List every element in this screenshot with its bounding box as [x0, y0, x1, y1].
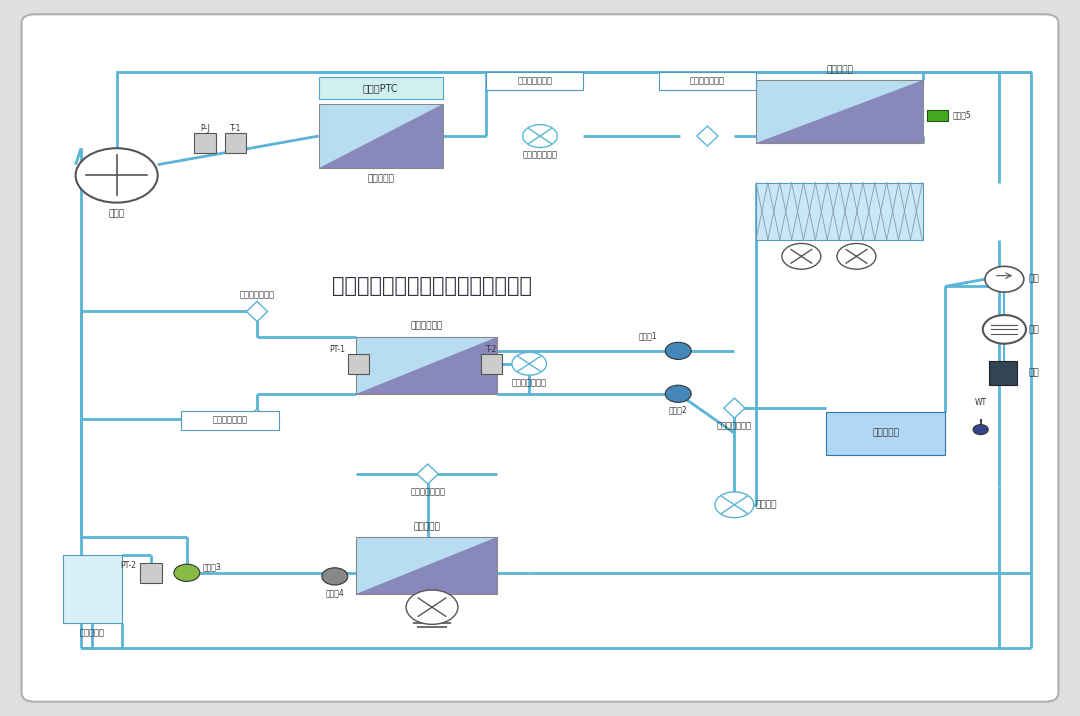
Polygon shape — [697, 126, 718, 146]
Bar — [756, 183, 923, 240]
Text: 车内蒸发器: 车内蒸发器 — [414, 522, 440, 531]
Circle shape — [174, 564, 200, 581]
Text: T-1: T-1 — [230, 124, 241, 133]
Polygon shape — [246, 409, 268, 429]
Text: 空调采暖电磁阀: 空调采暖电磁阀 — [410, 487, 445, 496]
Circle shape — [782, 243, 821, 269]
Circle shape — [715, 492, 754, 518]
Text: 电池加热电磁阀: 电池加热电磁阀 — [240, 290, 274, 299]
Circle shape — [523, 125, 557, 147]
Circle shape — [512, 352, 546, 375]
Text: 电机: 电机 — [1028, 325, 1039, 334]
Bar — [826, 412, 945, 455]
Circle shape — [76, 148, 158, 203]
Bar — [348, 354, 369, 374]
Text: 电控: 电控 — [1028, 369, 1039, 377]
Bar — [659, 72, 756, 90]
Text: 车外换热器: 车外换热器 — [826, 65, 853, 74]
Polygon shape — [356, 537, 497, 594]
Polygon shape — [724, 398, 745, 418]
Text: 空气换热电磁阀: 空气换热电磁阀 — [690, 77, 725, 85]
Bar — [756, 80, 923, 143]
Text: 电池电子膨胀阀: 电池电子膨胀阀 — [512, 378, 546, 387]
Text: 电池包换热器: 电池包换热器 — [410, 321, 443, 331]
Circle shape — [985, 266, 1024, 292]
Circle shape — [983, 315, 1026, 344]
Bar — [486, 72, 583, 90]
Text: PT-2: PT-2 — [120, 561, 136, 570]
Circle shape — [665, 385, 691, 402]
Text: 单向阀2: 单向阀2 — [669, 405, 688, 415]
Text: 气液分离器: 气液分离器 — [79, 629, 105, 638]
Text: 空调制冷电磁阀: 空调制冷电磁阀 — [517, 77, 552, 85]
Circle shape — [973, 425, 988, 435]
Polygon shape — [246, 301, 268, 321]
Polygon shape — [756, 80, 923, 143]
Bar — [989, 361, 1017, 385]
Circle shape — [406, 590, 458, 624]
Bar — [63, 555, 122, 623]
FancyBboxPatch shape — [22, 14, 1058, 702]
Bar — [319, 104, 443, 168]
Bar — [481, 354, 502, 374]
Bar — [140, 563, 162, 583]
Text: 车内冷凝器: 车内冷凝器 — [367, 174, 394, 183]
Text: 电池冷却电磁阀: 电池冷却电磁阀 — [213, 416, 247, 425]
Polygon shape — [417, 464, 438, 484]
Bar — [319, 77, 443, 99]
Text: 单向阀5: 单向阀5 — [953, 110, 971, 119]
Bar — [356, 337, 497, 394]
Text: 单向阀4: 单向阀4 — [325, 589, 345, 598]
Polygon shape — [319, 104, 443, 168]
Text: 水泵: 水泵 — [1028, 275, 1039, 284]
Bar — [181, 411, 279, 430]
Text: 空调制冷及电池冷却同开工作原理图: 空调制冷及电池冷却同开工作原理图 — [332, 276, 532, 296]
Text: P-J: P-J — [200, 124, 211, 133]
Bar — [225, 133, 246, 153]
Text: PT-1: PT-1 — [329, 344, 346, 354]
Circle shape — [837, 243, 876, 269]
Text: WT: WT — [974, 397, 987, 407]
Text: 三通水阀: 三通水阀 — [756, 500, 778, 509]
Circle shape — [322, 568, 348, 585]
Text: 压缩机: 压缩机 — [109, 210, 124, 219]
Text: 单向阀3: 单向阀3 — [203, 563, 221, 571]
Circle shape — [665, 342, 691, 359]
Text: 板式换热器: 板式换热器 — [873, 429, 899, 437]
Text: 单向阀1: 单向阀1 — [638, 332, 658, 341]
Text: 采暖电子膨胀阀: 采暖电子膨胀阀 — [523, 150, 557, 160]
Text: 风暖热PTC: 风暖热PTC — [363, 83, 399, 93]
Bar — [356, 537, 497, 594]
Bar — [927, 110, 948, 121]
Text: T-2: T-2 — [486, 344, 497, 354]
Text: 水源换热电磁阀: 水源换热电磁阀 — [717, 421, 752, 430]
Polygon shape — [356, 337, 497, 394]
Bar — [194, 133, 216, 153]
